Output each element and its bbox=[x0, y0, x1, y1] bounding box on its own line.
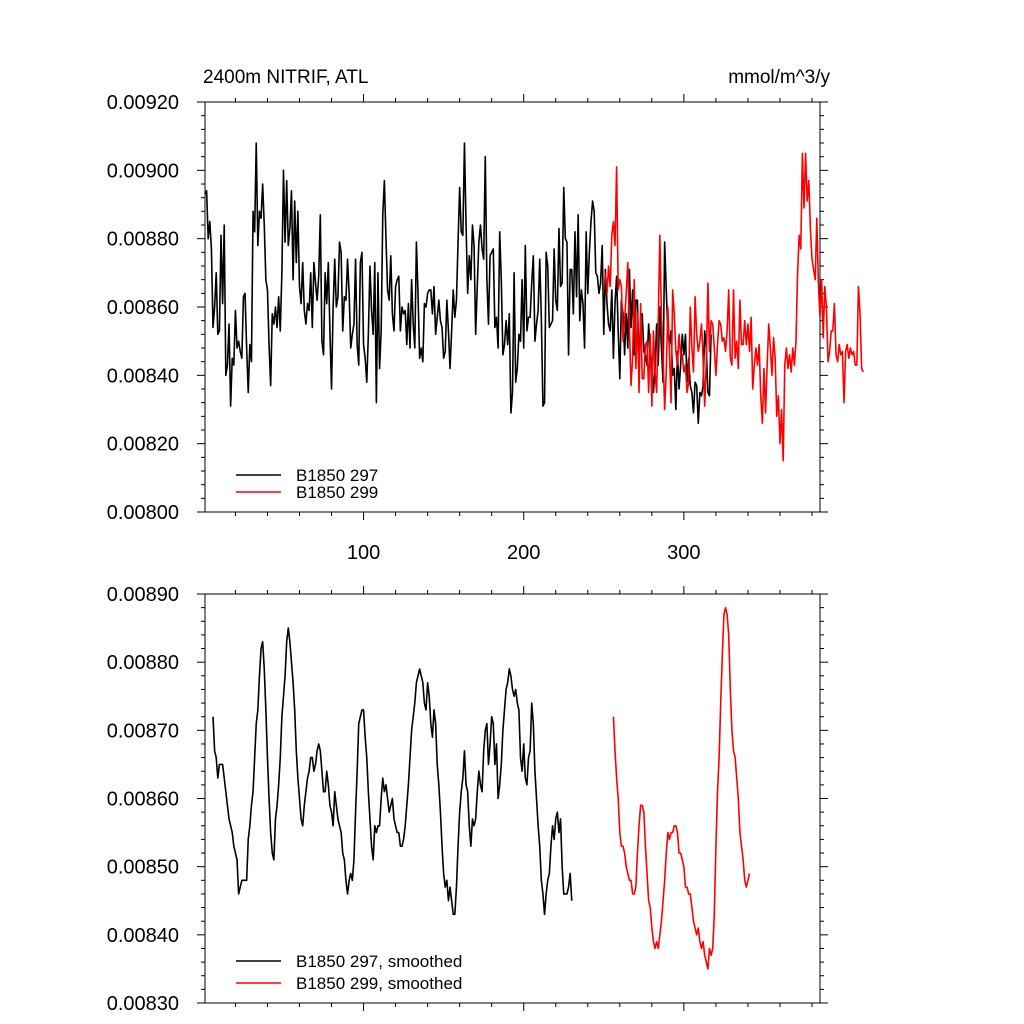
legend-label-b1850-299-smoothed: B1850 299, smoothed bbox=[296, 974, 462, 993]
y-tick-label: 0.00850 bbox=[107, 857, 179, 879]
top-axis-ticks: 0.00800 0.00820 0.00840 0.00860 0.00880 0.009… bbox=[107, 92, 828, 564]
series-line-b1850-297-smoothed bbox=[212, 627, 573, 916]
series-line-b1850-299-smoothed bbox=[612, 606, 751, 970]
y-tick-label: 0.00830 bbox=[107, 993, 179, 1015]
y-tick-label: 0.00890 bbox=[107, 584, 179, 606]
y-tick-label: 0.00870 bbox=[107, 720, 179, 742]
y-tick-label: 0.00800 bbox=[107, 502, 179, 524]
y-tick-label: 0.00820 bbox=[107, 434, 179, 456]
bottom-legend: B1850 297, smoothed B1850 299, smoothed bbox=[236, 952, 462, 993]
legend-label-b1850-299: B1850 299 bbox=[296, 483, 378, 502]
x-tick-label: 100 bbox=[347, 542, 380, 564]
y-tick-label: 0.00840 bbox=[107, 925, 179, 947]
y-tick-label: 0.00920 bbox=[107, 92, 179, 114]
x-tick-label: 300 bbox=[667, 542, 700, 564]
y-tick-label: 0.00860 bbox=[107, 789, 179, 811]
top-series-group bbox=[204, 142, 864, 462]
series-line-b1850-299 bbox=[604, 152, 864, 462]
series-line-b1850-297 bbox=[204, 142, 712, 424]
y-tick-label: 0.00880 bbox=[107, 229, 179, 251]
top-legend: B1850 297 B1850 299 bbox=[236, 466, 378, 502]
top-panel-units: mmol/m^3/y bbox=[728, 67, 830, 88]
bottom-axis-ticks: 0.00830 0.00840 0.00850 0.00860 0.00870 0.008… bbox=[107, 584, 828, 1015]
y-tick-label: 0.00900 bbox=[107, 160, 179, 182]
y-tick-label: 0.00860 bbox=[107, 297, 179, 319]
legend-label-b1850-297: B1850 297 bbox=[296, 466, 378, 485]
top-panel: 2400m NITRIF, ATL mmol/m^3/y 0.008000.00… bbox=[107, 67, 864, 564]
bottom-series-group bbox=[212, 606, 751, 970]
y-tick-label: 0.00880 bbox=[107, 652, 179, 674]
y-tick-label: 0.00840 bbox=[107, 365, 179, 387]
bottom-plot-frame bbox=[204, 593, 821, 1004]
bottom-panel: 0.00830 0.00840 0.00850 0.00860 0.00870 0.008… bbox=[107, 584, 828, 1015]
top-panel-title: 2400m NITRIF, ATL bbox=[203, 67, 368, 88]
x-tick-label: 200 bbox=[507, 542, 540, 564]
legend-label-b1850-297-smoothed: B1850 297, smoothed bbox=[296, 952, 462, 971]
